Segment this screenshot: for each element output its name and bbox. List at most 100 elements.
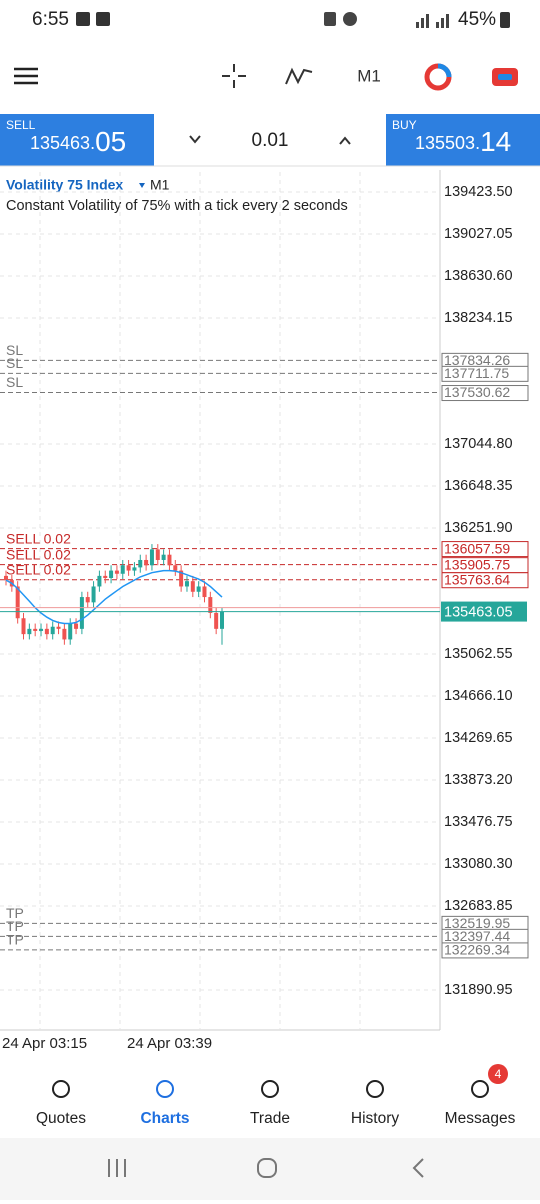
system-buttons[interactable] (108, 1158, 424, 1178)
candle-body (190, 581, 195, 592)
sell-button[interactable] (0, 114, 154, 166)
order-level-label: SL (6, 355, 23, 371)
order-price-label: 132269.34 (444, 942, 510, 958)
signal-icons (324, 12, 449, 28)
nav-icon (261, 1080, 279, 1098)
candle-body (56, 626, 61, 629)
order-price-label: 137711.75 (444, 365, 509, 381)
candle-body (33, 628, 38, 631)
order-level-label: SL (6, 374, 23, 390)
order-level-label: SELL 0.02 (6, 546, 71, 562)
timeframe-button[interactable]: M1 (357, 66, 381, 85)
candle-body (79, 597, 84, 629)
x-tick-label: 24 Apr 03:15 (2, 1035, 87, 1052)
candle-body (27, 628, 32, 635)
nav-label[interactable]: Trade (250, 1110, 290, 1127)
order-level-label: TP (6, 918, 24, 934)
y-tick-label: 131890.95 (444, 982, 513, 998)
candle-body (15, 586, 20, 619)
candle-body (179, 570, 184, 587)
candle-body (196, 586, 201, 592)
indicator-icon[interactable] (285, 67, 313, 85)
sell-label: SELL (6, 118, 36, 132)
system-nav (0, 1138, 540, 1200)
volume-up[interactable] (339, 136, 351, 145)
nav-label[interactable]: History (351, 1110, 399, 1127)
candle-body (208, 597, 213, 613)
candle-body (120, 565, 125, 574)
status-icon (96, 12, 110, 26)
nav-icon (52, 1080, 70, 1098)
chart-timeframe: M1 (150, 177, 170, 193)
candle-body (184, 581, 189, 587)
order-price-box (441, 385, 529, 402)
candle-body (109, 570, 114, 578)
chart-area: 139423.50 139027.05 138630.60 138234.15 1370… (0, 172, 529, 1052)
order-level-label: SELL 0.02 (6, 530, 71, 546)
order-price-box (441, 365, 529, 382)
order-price-label: 137530.62 (444, 384, 510, 400)
trade-icon (498, 74, 512, 80)
menu-icon[interactable] (14, 67, 38, 85)
y-tick-label: 134666.10 (444, 688, 513, 704)
candle-body (173, 565, 178, 571)
battery-icon (500, 12, 510, 28)
candle-body (44, 628, 49, 635)
order-price-label: 132397.44 (444, 928, 510, 944)
y-tick-label: 136251.90 (444, 520, 513, 536)
buy-button[interactable] (386, 114, 540, 166)
buy-label: BUY (392, 118, 417, 132)
candle-body (126, 565, 131, 571)
order-price-box (441, 541, 529, 558)
y-tick-label: 137044.80 (444, 436, 513, 452)
nav-icon (366, 1080, 384, 1098)
candle-body (155, 549, 160, 560)
order-price-box (441, 572, 529, 589)
candle-body (202, 586, 207, 598)
volume[interactable]: 0.01 (252, 130, 289, 151)
candle-body (132, 567, 137, 571)
nav-label[interactable]: Charts (140, 1110, 189, 1127)
symbol[interactable]: Volatility 75 Index (6, 177, 123, 193)
candle-body (21, 618, 26, 635)
symbol-description: Constant Volatility of 75% with a tick e… (6, 198, 348, 214)
candle-body (4, 575, 8, 581)
buy-price-main: 135503. (415, 133, 480, 153)
candle-body (161, 554, 166, 560)
candle-body (85, 597, 90, 603)
nav-label[interactable]: Messages (445, 1110, 516, 1127)
order-price-box (441, 942, 529, 959)
candle-body (91, 586, 96, 603)
order-price-label: 132519.95 (444, 915, 510, 931)
moving-average (5, 569, 223, 625)
sell-price: 135463.05 (30, 126, 126, 157)
order-level-label: TP (6, 932, 24, 948)
candle-body (39, 628, 44, 631)
badge-count: 4 (495, 1067, 502, 1081)
candle-body (74, 623, 79, 629)
volume-down[interactable] (189, 135, 201, 144)
y-tick-label: 136648.35 (444, 478, 513, 494)
status-time: 6:55 (32, 9, 69, 30)
y-tick-label: 133080.30 (444, 856, 513, 872)
current-price-label: 135463.05 (444, 604, 513, 620)
nav-label[interactable]: Quotes (36, 1110, 86, 1127)
status-battery: 45% (458, 9, 496, 30)
sell-price-main: 135463. (30, 133, 95, 153)
y-tick-label: 138234.15 (444, 310, 513, 326)
nav-icon (471, 1080, 489, 1098)
y-tick-label: 133873.20 (444, 772, 513, 788)
crosshair-icon[interactable] (222, 64, 246, 88)
y-tick-label: 135062.55 (444, 646, 513, 662)
status-icon (76, 12, 90, 26)
candle-body (214, 612, 219, 629)
sell-price-big: 05 (95, 126, 126, 157)
order-level-label: TP (6, 905, 24, 921)
candle-body (138, 559, 143, 568)
candle-body (50, 626, 55, 635)
order-price-label: 135763.64 (444, 571, 510, 587)
bottom-nav: Quotes Charts Trade History Messages 4 (0, 1056, 540, 1138)
y-tick-label: 134269.65 (444, 730, 513, 746)
symbol-dropdown (139, 183, 145, 188)
